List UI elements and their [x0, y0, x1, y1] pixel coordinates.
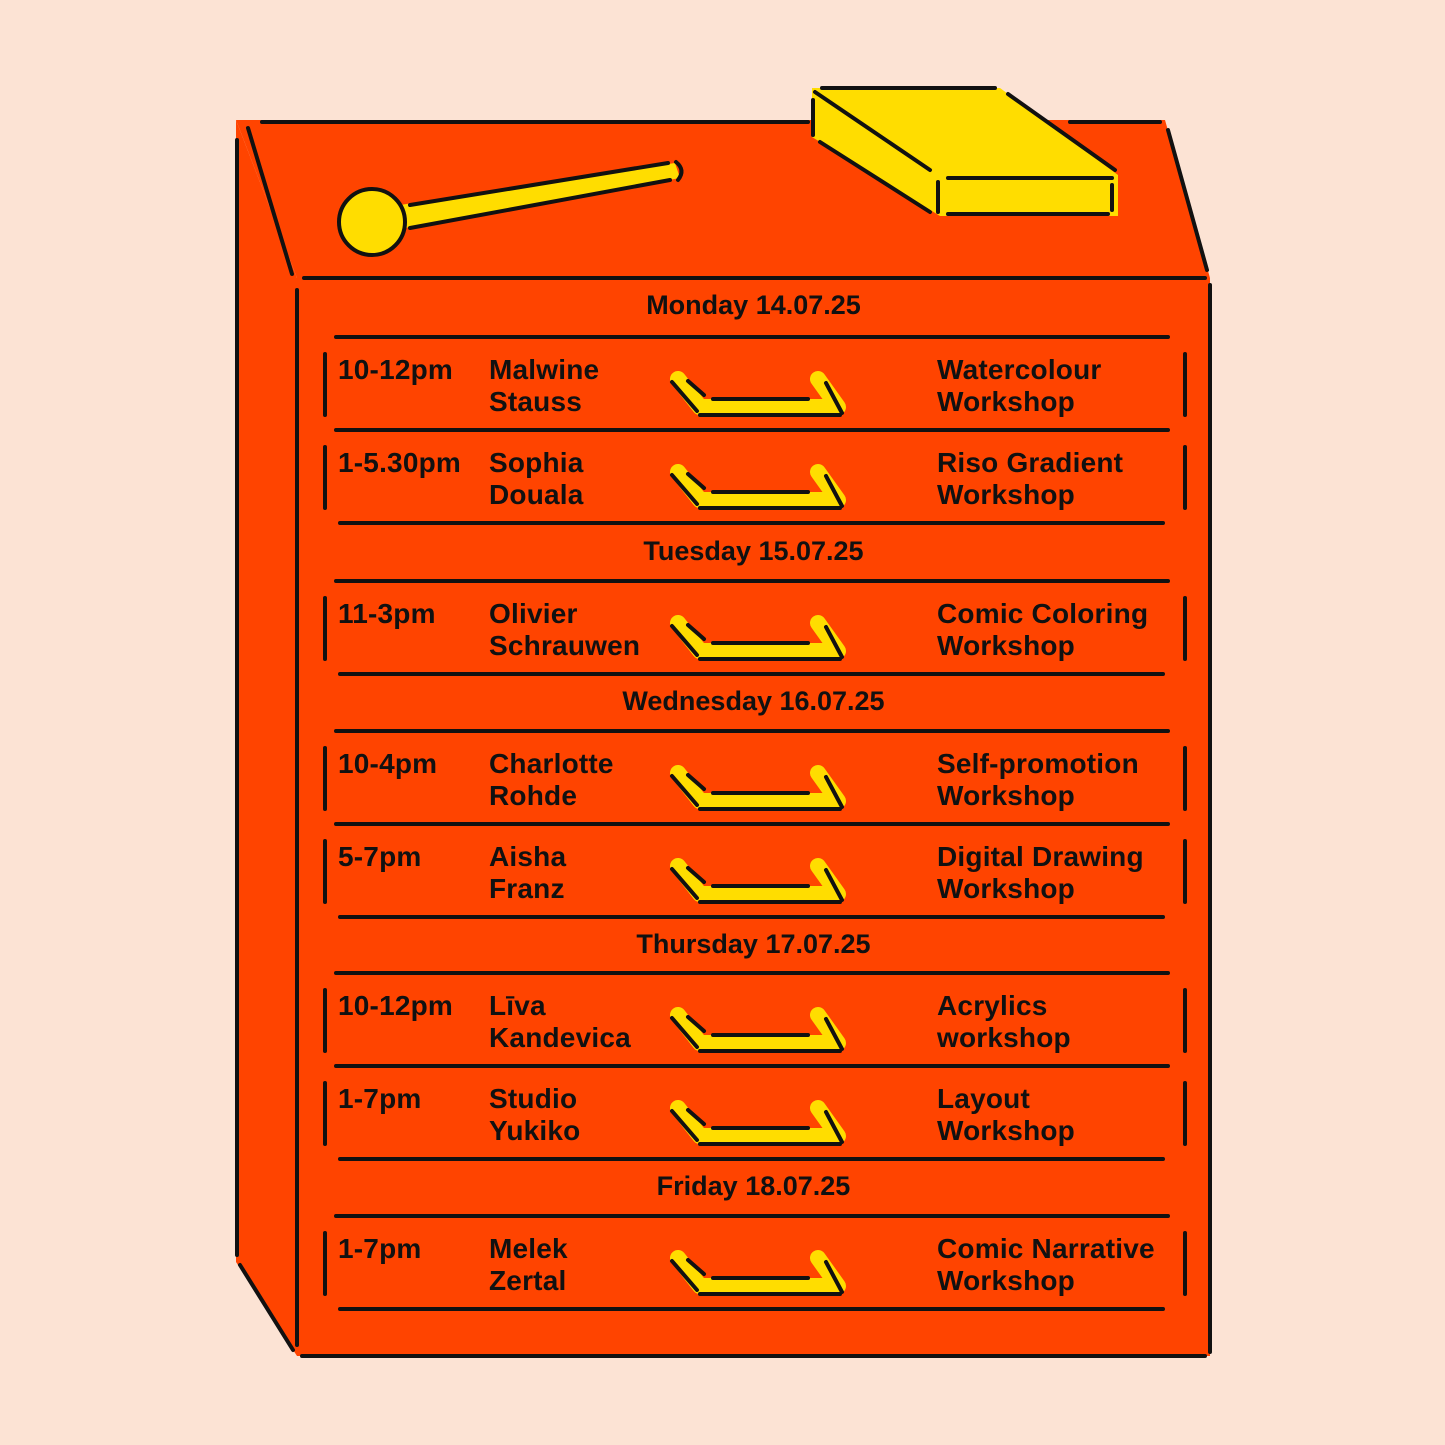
- drawer-handle-icon: [670, 1007, 846, 1053]
- cabinet-side: [236, 120, 297, 1356]
- instructor-name: Zertal: [489, 1265, 567, 1296]
- workshop-title: Acrylics: [937, 990, 1048, 1021]
- instructor-name: Līva: [489, 990, 546, 1021]
- session-time: 1-7pm: [338, 1233, 422, 1264]
- day-heading: Wednesday 16.07.25: [622, 686, 885, 716]
- day-heading: Thursday 17.07.25: [636, 929, 871, 959]
- instructor-name: Charlotte: [489, 748, 614, 779]
- session-row: 5-7pm Aisha Franz Digital Drawing Workshop: [325, 824, 1187, 917]
- workshop-title: Self-promotion: [937, 748, 1139, 779]
- workshop-title: Workshop: [937, 1265, 1075, 1296]
- day-heading: Monday 14.07.25: [646, 290, 861, 320]
- drawer-handle-icon: [670, 858, 846, 904]
- eraser-block-icon: [811, 86, 1118, 216]
- instructor-name: Aisha: [489, 841, 567, 872]
- instructor-name: Stauss: [489, 386, 583, 417]
- session-time: 1-5.30pm: [338, 447, 461, 478]
- drawer-handle-icon: [670, 765, 846, 811]
- mallet-icon: [337, 160, 684, 257]
- session-time: 11-3pm: [338, 598, 436, 629]
- workshop-title: Watercolour: [937, 354, 1102, 385]
- session-time: 5-7pm: [338, 841, 422, 872]
- workshop-title: Comic Coloring: [937, 598, 1149, 629]
- session-row: 10-4pm Charlotte Rohde Self-promotion Worksh…: [325, 731, 1187, 824]
- session-row: 10-12pm Līva Kandevica Acrylics workshop: [325, 973, 1187, 1066]
- drawer: [323, 822, 1187, 919]
- session-time: 10-12pm: [338, 354, 454, 385]
- session-row: 1-7pm Studio Yukiko Layout Workshop: [325, 1066, 1187, 1159]
- session-row: 1-5.30pm Sophia Douala Riso Gradient Worksho…: [325, 430, 1187, 523]
- cabinet-front: [297, 278, 1210, 1356]
- session-row: 1-7pm Melek Zertal Comic Narrative Workshop: [325, 1216, 1187, 1309]
- drawer-handle-icon: [670, 464, 846, 510]
- instructor-name: Melek: [489, 1233, 568, 1264]
- workshop-title: Comic Narrative: [937, 1233, 1155, 1264]
- session-time: 10-12pm: [338, 990, 454, 1021]
- drawer: [323, 1064, 1187, 1161]
- session-row: 10-12pm Malwine Stauss Watercolour Workshop: [325, 337, 1187, 430]
- session-row: 11-3pm Olivier Schrauwen Comic Coloring Work…: [325, 581, 1187, 674]
- instructor-name: Rohde: [489, 780, 578, 811]
- instructor-name: Yukiko: [489, 1115, 581, 1146]
- day-heading: Tuesday 15.07.25: [643, 536, 864, 566]
- drawer: [323, 1214, 1187, 1311]
- instructor-name: Studio: [489, 1083, 578, 1114]
- drawer: [323, 579, 1187, 676]
- drawer-handle-icon: [670, 615, 846, 661]
- workshop-title: Workshop: [937, 1115, 1075, 1146]
- drawer: [323, 428, 1187, 525]
- workshop-title: Workshop: [937, 780, 1075, 811]
- workshop-title: workshop: [937, 1022, 1071, 1053]
- workshop-title: Digital Drawing: [937, 841, 1144, 872]
- workshop-title: Workshop: [937, 873, 1075, 904]
- instructor-name: Olivier: [489, 598, 578, 629]
- session-time: 1-7pm: [338, 1083, 422, 1114]
- instructor-name: Franz: [489, 873, 565, 904]
- workshop-title: Riso Gradient: [937, 447, 1124, 478]
- instructor-name: Malwine: [489, 354, 600, 385]
- workshop-title: Workshop: [937, 479, 1075, 510]
- drawer-handle-icon: [670, 371, 846, 417]
- workshop-title: Layout: [937, 1083, 1030, 1114]
- instructor-name: Douala: [489, 479, 584, 510]
- instructor-name: Sophia: [489, 447, 584, 478]
- drawer-handle-icon: [670, 1250, 846, 1296]
- workshop-title: Workshop: [937, 386, 1075, 417]
- instructor-name: Kandevica: [489, 1022, 631, 1053]
- instructor-name: Schrauwen: [489, 630, 641, 661]
- session-time: 10-4pm: [338, 748, 438, 779]
- day-heading: Friday 18.07.25: [656, 1171, 851, 1201]
- workshop-title: Workshop: [937, 630, 1075, 661]
- drawer-handle-icon: [670, 1100, 846, 1146]
